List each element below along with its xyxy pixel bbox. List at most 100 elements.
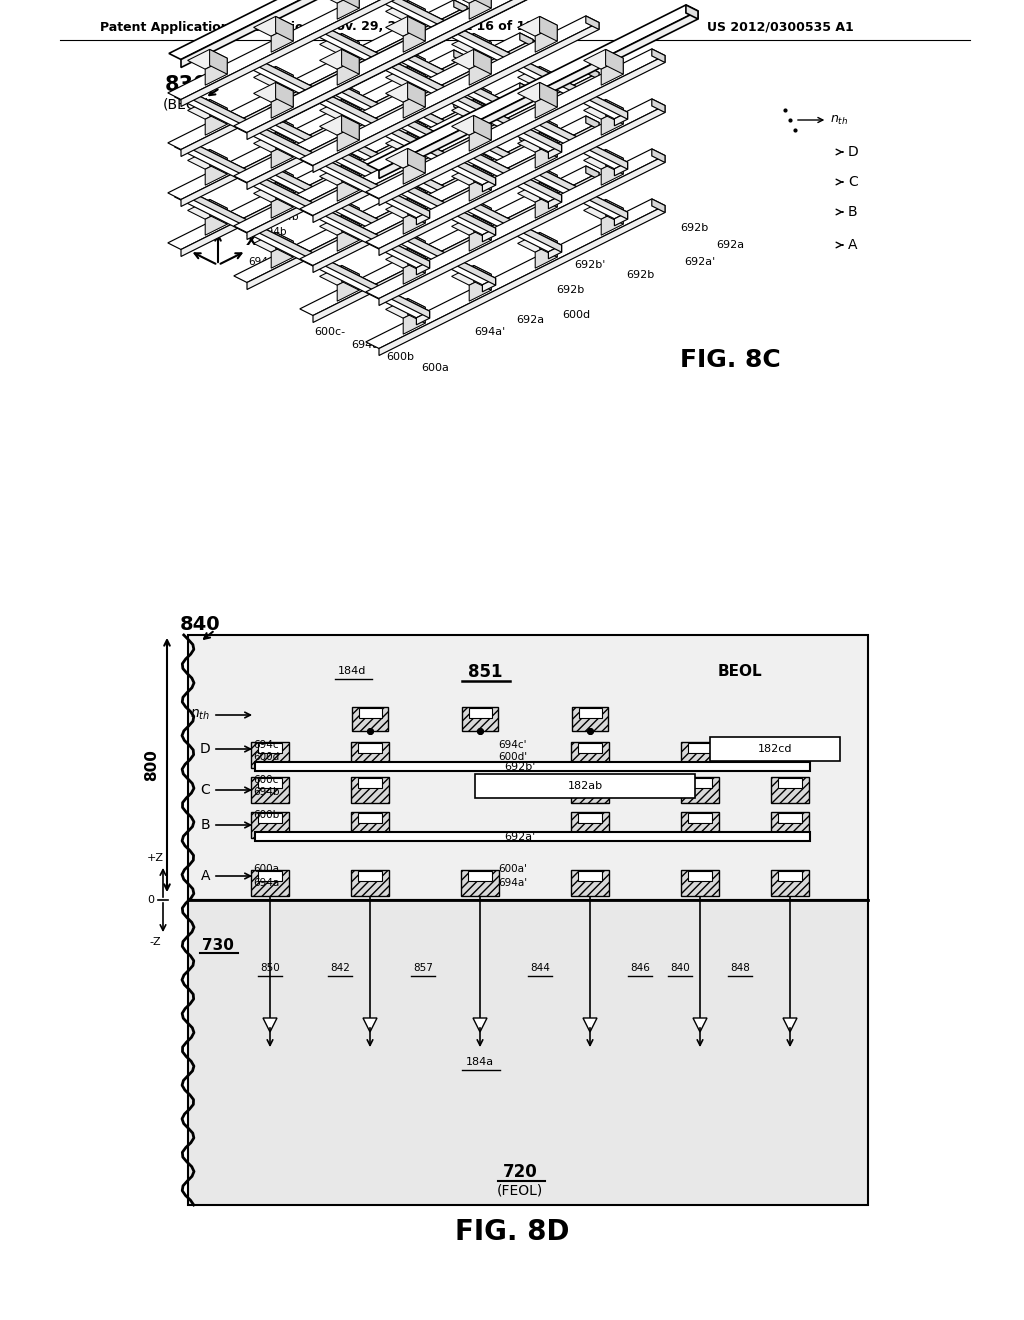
Polygon shape — [337, 275, 359, 301]
Polygon shape — [386, 232, 425, 252]
Polygon shape — [342, 83, 359, 108]
Polygon shape — [366, 99, 665, 248]
Bar — [681, 870, 719, 896]
Text: A: A — [201, 869, 210, 883]
Polygon shape — [168, 100, 467, 249]
Polygon shape — [275, 182, 293, 207]
Polygon shape — [408, 82, 425, 107]
Polygon shape — [319, 149, 359, 169]
Polygon shape — [275, 82, 293, 107]
Bar — [468, 871, 492, 880]
Text: 850: 850 — [260, 964, 280, 973]
Polygon shape — [247, 0, 534, 140]
Text: +Z: +Z — [146, 853, 164, 863]
Polygon shape — [362, 1018, 377, 1032]
Polygon shape — [386, 166, 425, 186]
Text: 692a': 692a' — [684, 257, 716, 267]
Polygon shape — [469, 224, 492, 251]
Polygon shape — [337, 108, 359, 135]
Text: (FEOL): (FEOL) — [497, 1183, 543, 1197]
Polygon shape — [517, 232, 557, 252]
Polygon shape — [452, 83, 492, 103]
Polygon shape — [408, 198, 425, 223]
Text: $n_{th}$: $n_{th}$ — [798, 114, 848, 127]
Bar — [771, 870, 809, 896]
Bar — [251, 777, 289, 803]
Polygon shape — [452, 99, 492, 119]
Polygon shape — [536, 91, 557, 119]
Polygon shape — [605, 99, 624, 124]
Polygon shape — [275, 232, 293, 257]
Polygon shape — [408, 16, 425, 41]
Polygon shape — [337, 58, 359, 86]
Bar — [469, 708, 492, 718]
Bar — [188, 635, 868, 900]
Polygon shape — [210, 199, 227, 224]
Text: A: A — [848, 238, 857, 252]
Polygon shape — [254, 116, 293, 136]
Polygon shape — [181, 7, 467, 157]
Polygon shape — [319, 49, 359, 69]
Bar — [251, 870, 289, 896]
Bar — [351, 812, 389, 838]
Polygon shape — [601, 108, 624, 135]
Bar — [771, 812, 809, 838]
Bar — [358, 777, 382, 788]
Text: 840: 840 — [670, 964, 690, 973]
Polygon shape — [473, 165, 492, 190]
Bar — [258, 813, 282, 822]
Text: (BEOL): (BEOL) — [163, 98, 211, 112]
Polygon shape — [536, 75, 557, 102]
Bar — [771, 742, 809, 768]
Text: X: X — [246, 234, 256, 248]
Polygon shape — [247, 40, 534, 190]
Polygon shape — [373, 0, 628, 119]
Polygon shape — [386, 50, 425, 70]
Polygon shape — [408, 166, 425, 191]
Polygon shape — [168, 0, 467, 149]
Polygon shape — [271, 125, 293, 152]
Bar — [578, 871, 602, 880]
Polygon shape — [540, 16, 557, 41]
Polygon shape — [174, 190, 430, 318]
Polygon shape — [540, 132, 557, 157]
Polygon shape — [605, 149, 624, 174]
Text: Patent Application Publication: Patent Application Publication — [100, 21, 312, 33]
Bar — [358, 871, 382, 880]
Polygon shape — [408, 50, 425, 75]
Polygon shape — [319, 33, 359, 53]
Polygon shape — [386, 116, 425, 136]
Polygon shape — [342, 133, 359, 158]
Text: 600c-: 600c- — [314, 327, 345, 337]
Bar — [688, 871, 712, 880]
Polygon shape — [379, 206, 665, 355]
Polygon shape — [386, 0, 425, 20]
Polygon shape — [549, 195, 561, 209]
Polygon shape — [271, 191, 293, 218]
Polygon shape — [408, 232, 425, 257]
Polygon shape — [373, 41, 628, 169]
Polygon shape — [517, 132, 557, 152]
Text: 842: 842 — [330, 964, 350, 973]
Bar — [251, 812, 289, 838]
Polygon shape — [271, 141, 293, 168]
Polygon shape — [586, 16, 599, 29]
Polygon shape — [271, 25, 293, 53]
Text: 600d': 600d' — [498, 752, 527, 762]
Bar — [571, 742, 609, 768]
Polygon shape — [403, 308, 425, 334]
Polygon shape — [469, 58, 492, 86]
Bar — [681, 812, 719, 838]
Polygon shape — [342, 199, 359, 224]
Polygon shape — [254, 232, 293, 252]
Polygon shape — [454, 100, 467, 114]
Polygon shape — [379, 156, 665, 305]
Text: 857: 857 — [413, 964, 433, 973]
Text: 694c': 694c' — [278, 197, 306, 207]
Polygon shape — [319, 115, 359, 135]
Polygon shape — [210, 149, 227, 174]
Polygon shape — [366, 49, 665, 198]
Polygon shape — [473, 149, 492, 174]
Polygon shape — [181, 0, 500, 67]
Polygon shape — [452, 265, 492, 285]
